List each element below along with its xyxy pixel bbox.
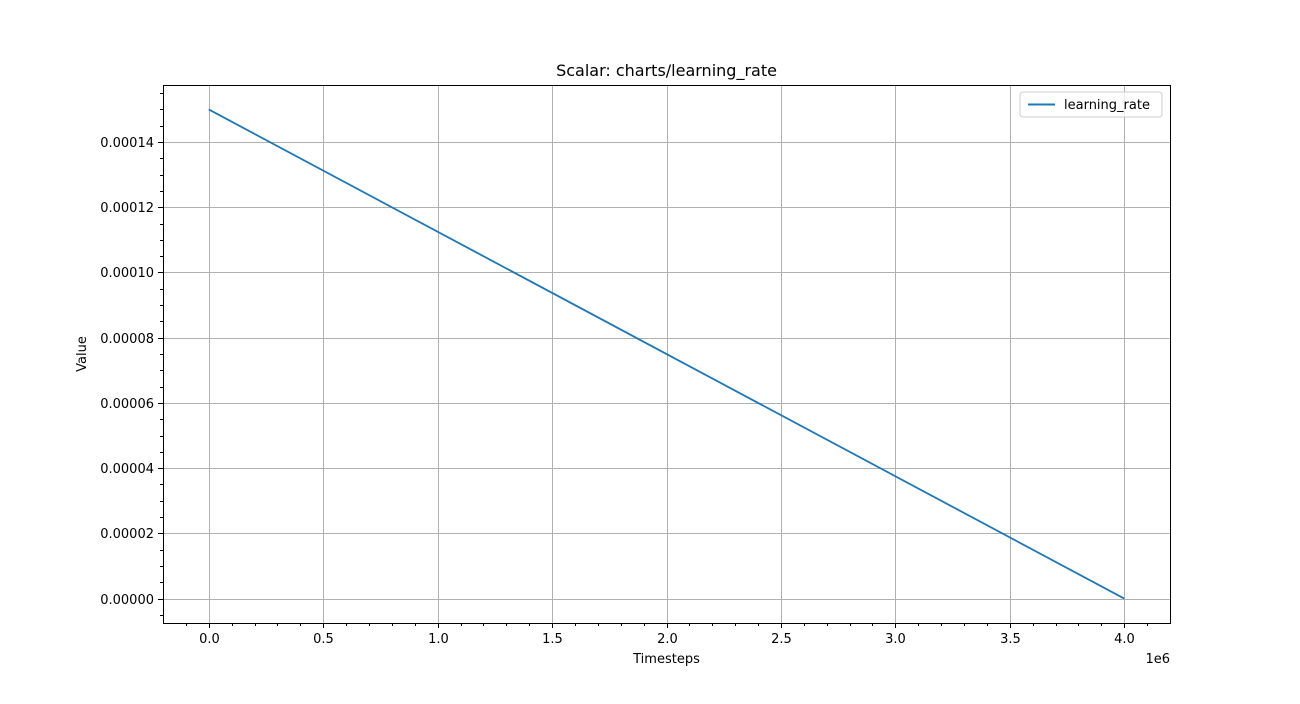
y-tick-label: 0.00008 [100, 332, 154, 347]
y-tick-label: 0.00010 [100, 266, 154, 281]
legend-box [1019, 91, 1163, 118]
x-tick-label: 3.0 [885, 632, 906, 647]
series-line-learning-rate [208, 108, 1125, 600]
x-tick-label: 0.5 [313, 632, 334, 647]
x-tick-label: 3.5 [1000, 632, 1021, 647]
x-axis-offset-label: 1e6 [1145, 652, 1170, 667]
y-tick-label: 0.00012 [100, 201, 154, 216]
y-axis-label: Value [75, 336, 90, 372]
x-axis-label: Timesteps [632, 652, 700, 667]
legend: learning_rate [1019, 91, 1163, 118]
y-tick-label: 0.00000 [100, 593, 154, 608]
grid-layer [163, 85, 1170, 623]
legend-label-learning-rate: learning_rate [1064, 98, 1150, 113]
y-tick-label: 0.00002 [100, 527, 154, 542]
x-tick-label: 2.0 [657, 632, 678, 647]
series-layer [208, 108, 1125, 600]
x-tick-label: 4.0 [1114, 632, 1135, 647]
x-tick-label: 0.0 [199, 632, 220, 647]
x-tick-label: 1.0 [428, 632, 449, 647]
y-tick-label: 0.00004 [100, 462, 154, 477]
x-tick-label: 1.5 [542, 632, 563, 647]
ticks-layer: 0.0 0.5 1.0 1.5 2.0 2.5 3.0 3.5 4.0 0.00000 0.0000… [100, 93, 1148, 647]
y-tick-label: 0.00006 [100, 397, 154, 412]
y-tick-label: 0.00014 [100, 136, 154, 151]
x-tick-label: 2.5 [771, 632, 792, 647]
chart-title: Scalar: charts/learning_rate [556, 61, 777, 81]
